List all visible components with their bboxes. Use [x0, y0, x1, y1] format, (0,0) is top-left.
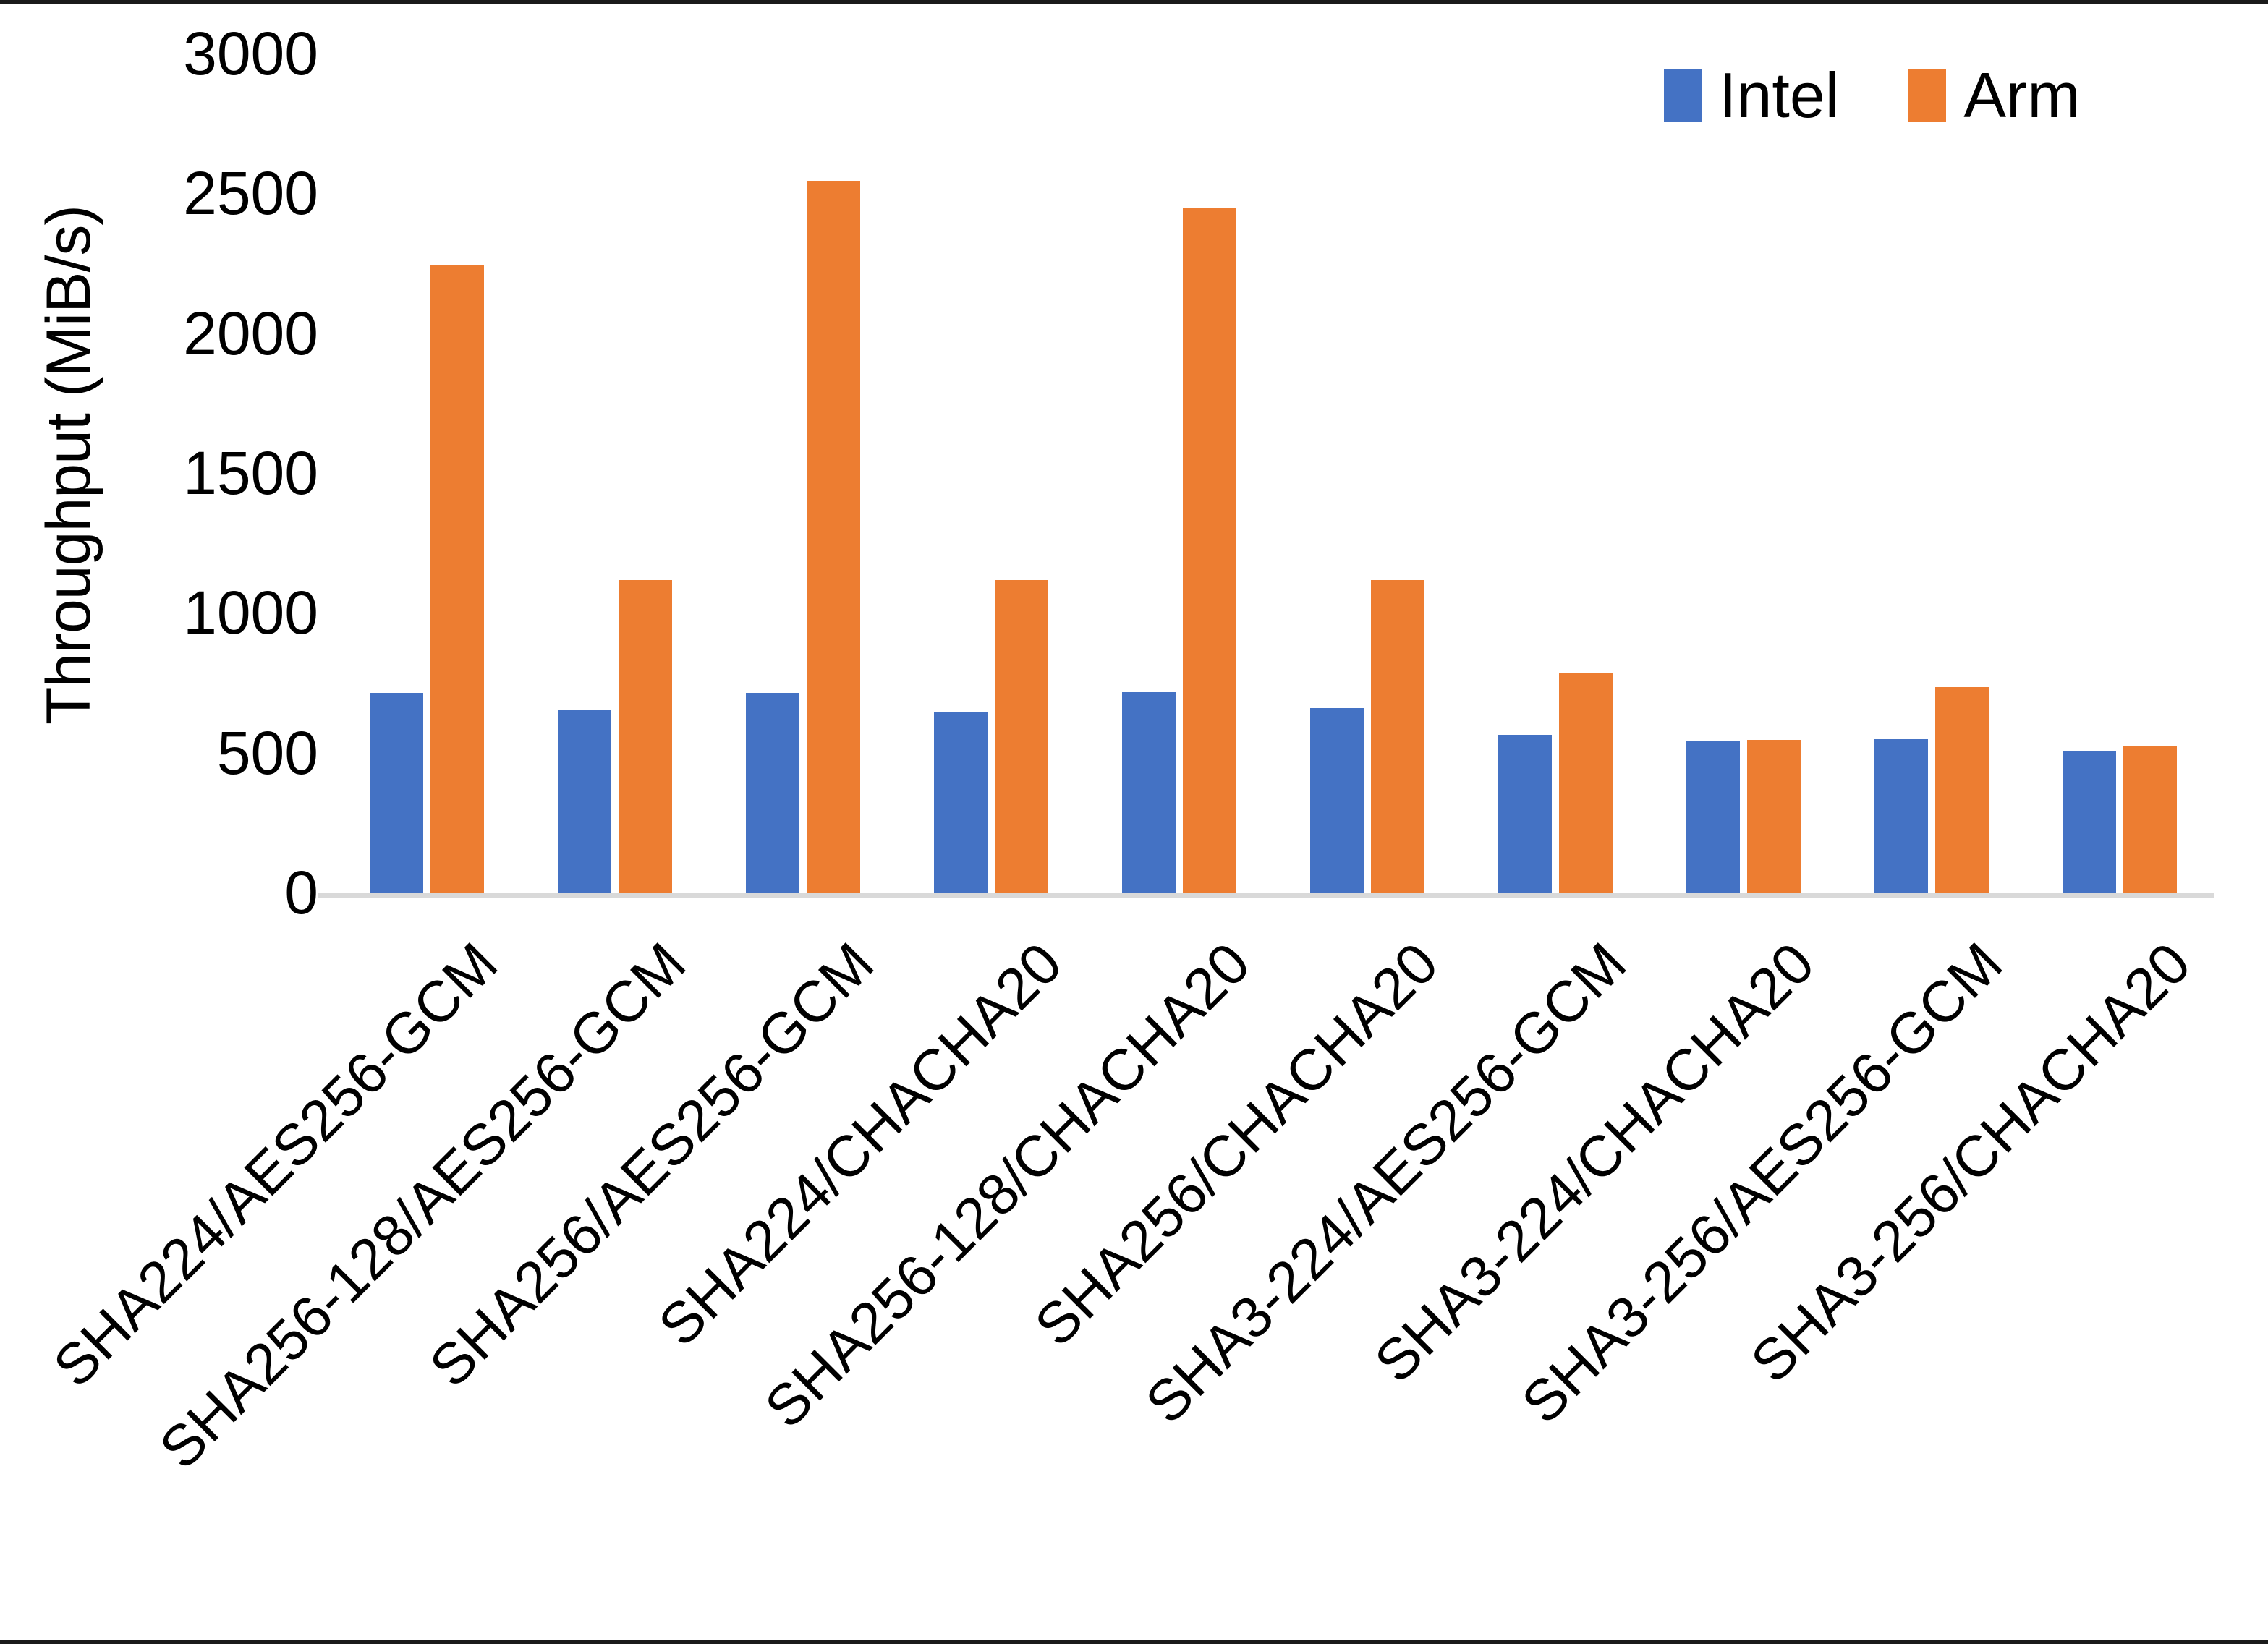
x-axis-tick-label: SHA256-128/AES256-GCM — [147, 930, 698, 1481]
bar-group — [1498, 54, 1613, 893]
bar-intel[interactable] — [1122, 692, 1176, 893]
bar-group — [1686, 54, 1801, 893]
legend-item-arm[interactable]: Arm — [1908, 59, 2081, 131]
bar-intel[interactable] — [558, 710, 611, 893]
bar-arm[interactable] — [619, 580, 672, 893]
bar-group — [558, 54, 672, 893]
bar-intel[interactable] — [1874, 739, 1928, 893]
y-axis-tick-label: 1500 — [183, 439, 318, 507]
legend-swatch-icon — [1908, 69, 1947, 122]
y-axis-tick-label: 1000 — [183, 579, 318, 647]
bar-group — [1122, 54, 1236, 893]
y-axis-tick-labels: 3000 2500 2000 1500 1000 500 0 — [116, 0, 318, 940]
bar-group — [1874, 54, 1989, 893]
legend-item-intel[interactable]: Intel — [1664, 64, 1839, 127]
legend-label: Intel — [1719, 59, 1840, 131]
y-axis-tick-label: 3000 — [183, 20, 318, 88]
bar-group — [934, 54, 1048, 893]
x-axis-line — [318, 893, 2214, 898]
y-axis-tick-label: 2000 — [183, 299, 318, 367]
bar-group — [1310, 54, 1424, 893]
bar-intel[interactable] — [1498, 734, 1552, 893]
chart-legend: Intel Arm — [1664, 64, 2081, 127]
bar-intel[interactable] — [934, 712, 988, 893]
bar-arm[interactable] — [807, 180, 860, 893]
bar-arm[interactable] — [1183, 208, 1236, 893]
plot-area — [318, 54, 2214, 898]
bar-intel[interactable] — [1686, 741, 1740, 893]
bar-arm[interactable] — [2123, 746, 2177, 893]
bar-intel[interactable] — [746, 692, 799, 893]
bar-arm[interactable] — [430, 265, 484, 893]
bar-arm[interactable] — [1371, 580, 1424, 893]
bar-arm[interactable] — [1935, 687, 1989, 893]
legend-swatch-icon — [1664, 69, 1702, 122]
bar-intel[interactable] — [1310, 707, 1364, 893]
y-axis-tick-label: 2500 — [183, 159, 318, 228]
bar-arm[interactable] — [1747, 739, 1801, 893]
y-axis-tick-label: 500 — [216, 718, 318, 787]
bar-intel[interactable] — [2063, 751, 2116, 893]
bar-intel[interactable] — [370, 692, 423, 893]
bar-arm[interactable] — [1559, 673, 1613, 893]
bar-group — [2063, 54, 2177, 893]
bar-arm[interactable] — [995, 580, 1048, 893]
bar-group — [746, 54, 860, 893]
bar-group — [370, 54, 484, 893]
y-axis-tick-label: 0 — [284, 859, 318, 927]
legend-label: Arm — [1963, 59, 2081, 131]
